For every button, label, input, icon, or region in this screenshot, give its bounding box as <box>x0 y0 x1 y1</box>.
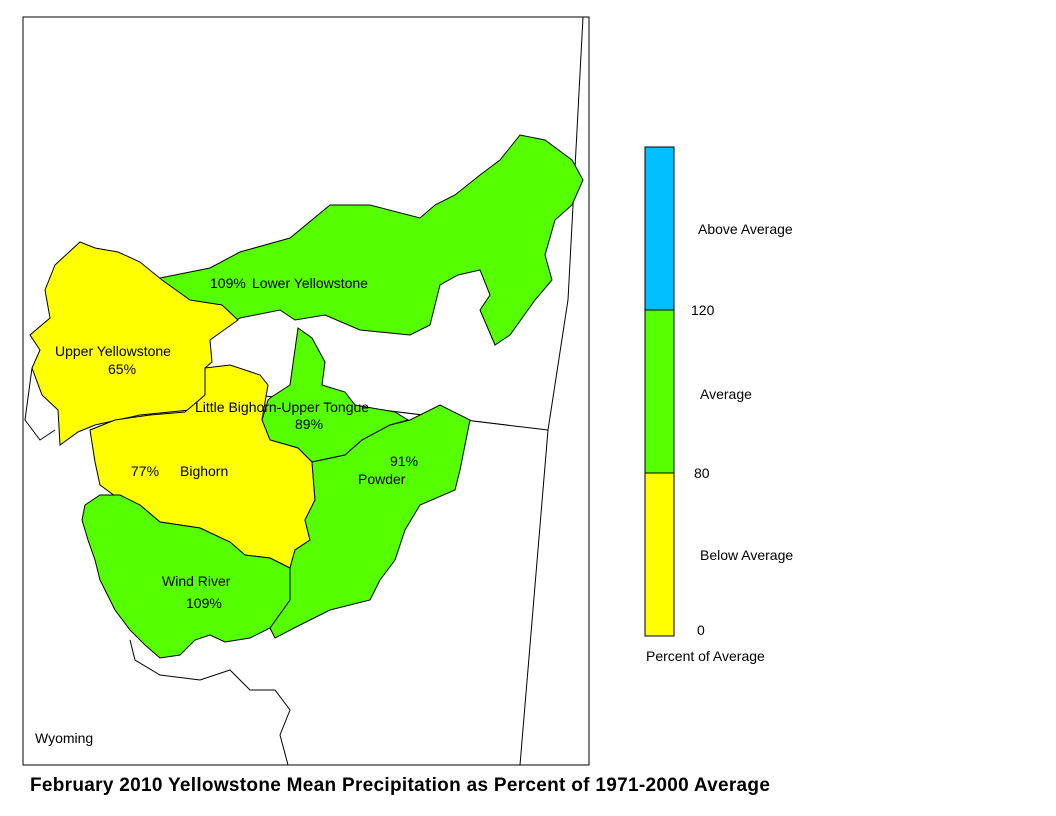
label-wind-river-name: Wind River <box>162 573 231 589</box>
legend-label-above: Above Average <box>698 221 793 237</box>
label-powder-name: Powder <box>358 471 406 487</box>
label-lower-yellowstone-name: Lower Yellowstone <box>252 275 368 291</box>
outline-south-white-area <box>129 639 291 766</box>
label-upper-yellowstone-value: 65% <box>108 361 136 377</box>
map-title: February 2010 Yellowstone Mean Precipita… <box>30 775 771 796</box>
region-wind-river[interactable] <box>81 494 291 659</box>
region-powder[interactable] <box>269 404 471 639</box>
label-upper-yellowstone-name: Upper Yellowstone <box>55 343 171 359</box>
legend-swatch-above <box>644 146 675 311</box>
legend-tick-120: 120 <box>691 302 715 318</box>
legend-tick-80: 80 <box>694 465 710 481</box>
state-boundary-idaho <box>24 367 56 441</box>
legend-swatch-below <box>644 472 675 637</box>
region-lower-yellowstone[interactable] <box>159 134 584 346</box>
legend-swatch-average <box>644 309 675 474</box>
state-boundary-east <box>519 16 584 766</box>
legend-label-below: Below Average <box>700 547 794 563</box>
label-little-bighorn-value: 89% <box>295 416 323 432</box>
label-bighorn-value: 77% <box>131 463 159 479</box>
legend-caption: Percent of Average <box>646 648 765 664</box>
label-bighorn-name: Bighorn <box>180 463 228 479</box>
label-lower-yellowstone-value: 109% <box>210 275 246 291</box>
legend-label-average: Average <box>700 386 752 402</box>
label-wind-river-value: 109% <box>186 595 222 611</box>
state-label-wyoming: Wyoming <box>35 730 93 746</box>
legend-tick-0: 0 <box>697 622 705 638</box>
label-little-bighorn-name: Little Bighorn-Upper Tongue <box>195 399 369 415</box>
label-powder-value: 91% <box>390 453 418 469</box>
